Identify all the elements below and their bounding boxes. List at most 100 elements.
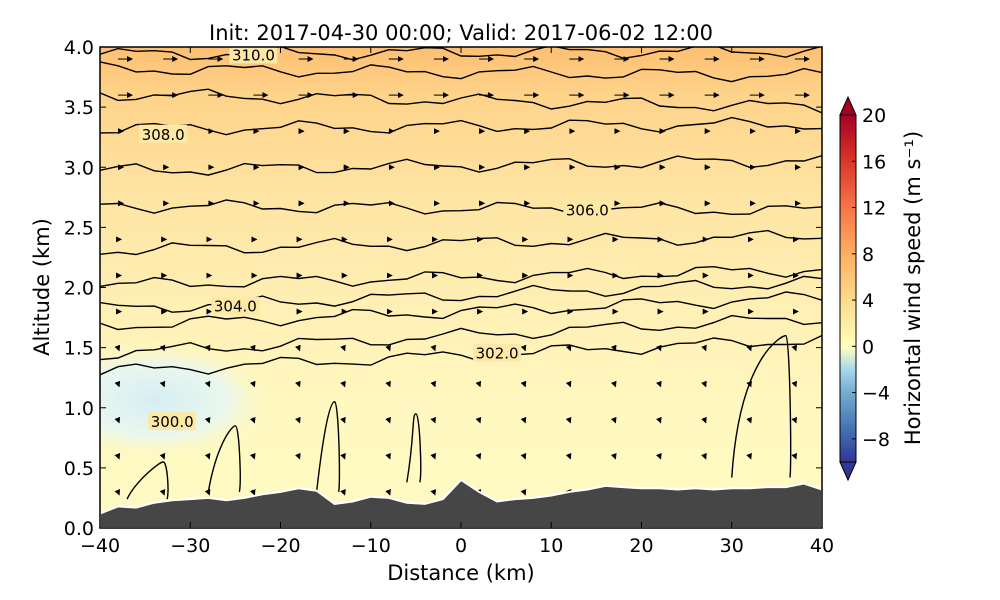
isentrope-line	[100, 265, 822, 288]
wind-vector	[204, 488, 211, 496]
negative-wind-region	[100, 340, 275, 460]
wind-vector	[340, 416, 346, 424]
isentrope-line	[100, 155, 822, 176]
x-axis-ticks: −40 −30 −20 −10 0 10 20 30 40	[80, 47, 834, 557]
wind-vector	[701, 380, 707, 388]
x-axis-label: Distance (km)	[387, 561, 535, 585]
isentrope-line	[100, 47, 822, 61]
terrain	[100, 478, 822, 528]
wind-vector	[114, 344, 121, 352]
wind-vector	[159, 452, 166, 460]
colorbar-tick-label: 8	[862, 244, 874, 266]
wind-vector	[159, 344, 166, 352]
wind-vector	[204, 416, 211, 424]
contour-label-background	[563, 200, 612, 219]
wind-vector	[520, 488, 527, 496]
wind-vector	[249, 452, 256, 460]
wind-vector	[249, 488, 256, 496]
isentrope-line	[100, 116, 822, 136]
wind-vector	[385, 344, 391, 352]
wind-vector	[430, 488, 436, 496]
wind-vector	[114, 488, 121, 496]
contour-label: 304.0	[214, 298, 257, 316]
wind-vector	[656, 380, 662, 388]
contour-label-background	[473, 343, 522, 362]
wind-vector	[430, 344, 436, 352]
wind-vector	[204, 344, 211, 352]
wind-vector	[610, 344, 617, 352]
wind-vector	[385, 380, 391, 388]
wind-vector	[430, 380, 436, 388]
x-tick-label: −10	[351, 535, 391, 557]
colorbar-ticks: −8 −4 0 4 8 12 16 20	[852, 105, 890, 451]
x-tick-label: 40	[810, 535, 834, 557]
x-tick-label: 20	[629, 535, 653, 557]
wind-vector	[475, 380, 482, 388]
contour-label: 306.0	[566, 202, 609, 220]
colorbar-tick-label: 20	[862, 105, 886, 127]
y-tick-label: 1.5	[64, 338, 94, 360]
wind-vector	[204, 452, 211, 460]
wind-vector	[520, 452, 527, 460]
wind-vector	[295, 344, 301, 352]
wind-vector	[520, 416, 527, 424]
isentrope-line	[126, 461, 169, 500]
wind-vector	[791, 416, 797, 424]
wind-vector	[340, 344, 346, 352]
wind-vector	[791, 452, 797, 460]
wind-vector	[610, 380, 617, 388]
wind-vector	[610, 452, 617, 460]
y-tick-label: 2.5	[64, 217, 94, 239]
wind-vector	[430, 416, 436, 424]
wind-vectors	[114, 56, 810, 496]
x-tick-label: 10	[539, 535, 563, 557]
wind-vector	[701, 416, 707, 424]
wind-vector	[656, 416, 662, 424]
contour-label: 302.0	[476, 345, 519, 363]
wind-vector	[520, 380, 527, 388]
x-tick-label: −30	[170, 535, 210, 557]
y-tick-label: 2.0	[64, 278, 94, 300]
colorbar-tick-label: 0	[862, 336, 874, 358]
colorbar-gradient	[839, 114, 857, 463]
x-tick-label: 30	[720, 535, 744, 557]
wind-vector	[791, 344, 797, 352]
y-axis-label: Altitude (km)	[30, 218, 54, 356]
isentrope-line	[100, 229, 822, 256]
wind-vector	[656, 344, 662, 352]
wind-vector	[475, 452, 482, 460]
wind-vector	[295, 380, 301, 388]
y-tick-label: 1.0	[64, 398, 94, 420]
wind-vector	[746, 416, 752, 424]
wind-vector	[340, 452, 346, 460]
wind-vector	[295, 416, 301, 424]
wind-vector	[385, 452, 391, 460]
wind-vector	[430, 452, 436, 460]
wind-vector	[565, 344, 572, 352]
wind-vector	[701, 344, 707, 352]
wind-vector	[114, 452, 121, 460]
colorbar-tick-label: −4	[862, 383, 890, 405]
wind-vector	[159, 488, 166, 496]
wind-vector	[610, 416, 617, 424]
wind-vector	[340, 380, 346, 388]
isentrope-line	[315, 401, 341, 493]
y-tick-label: 0.0	[64, 518, 94, 540]
isentrope-line	[731, 334, 792, 478]
isentrope-line	[100, 291, 822, 331]
isentrope-line	[100, 314, 822, 361]
y-axis-ticks: 0.0 0.5 1.0 1.5 2.0 2.5 3.0 3.5 4.0	[64, 37, 822, 540]
y-tick-label: 3.5	[64, 97, 94, 119]
y-tick-label: 3.0	[64, 157, 94, 179]
wind-vector	[159, 380, 166, 388]
contour-label-background	[148, 412, 197, 431]
wind-vector	[565, 416, 572, 424]
wind-vector	[204, 380, 211, 388]
wind-vector	[746, 452, 752, 460]
wind-vector	[114, 380, 121, 388]
wind-vector	[565, 380, 572, 388]
colorbar: −8 −4 0 4 8 12 16 20 Horizontal wind speed (m s…	[839, 95, 925, 482]
wind-vector	[114, 416, 121, 424]
wind-vector	[249, 380, 256, 388]
